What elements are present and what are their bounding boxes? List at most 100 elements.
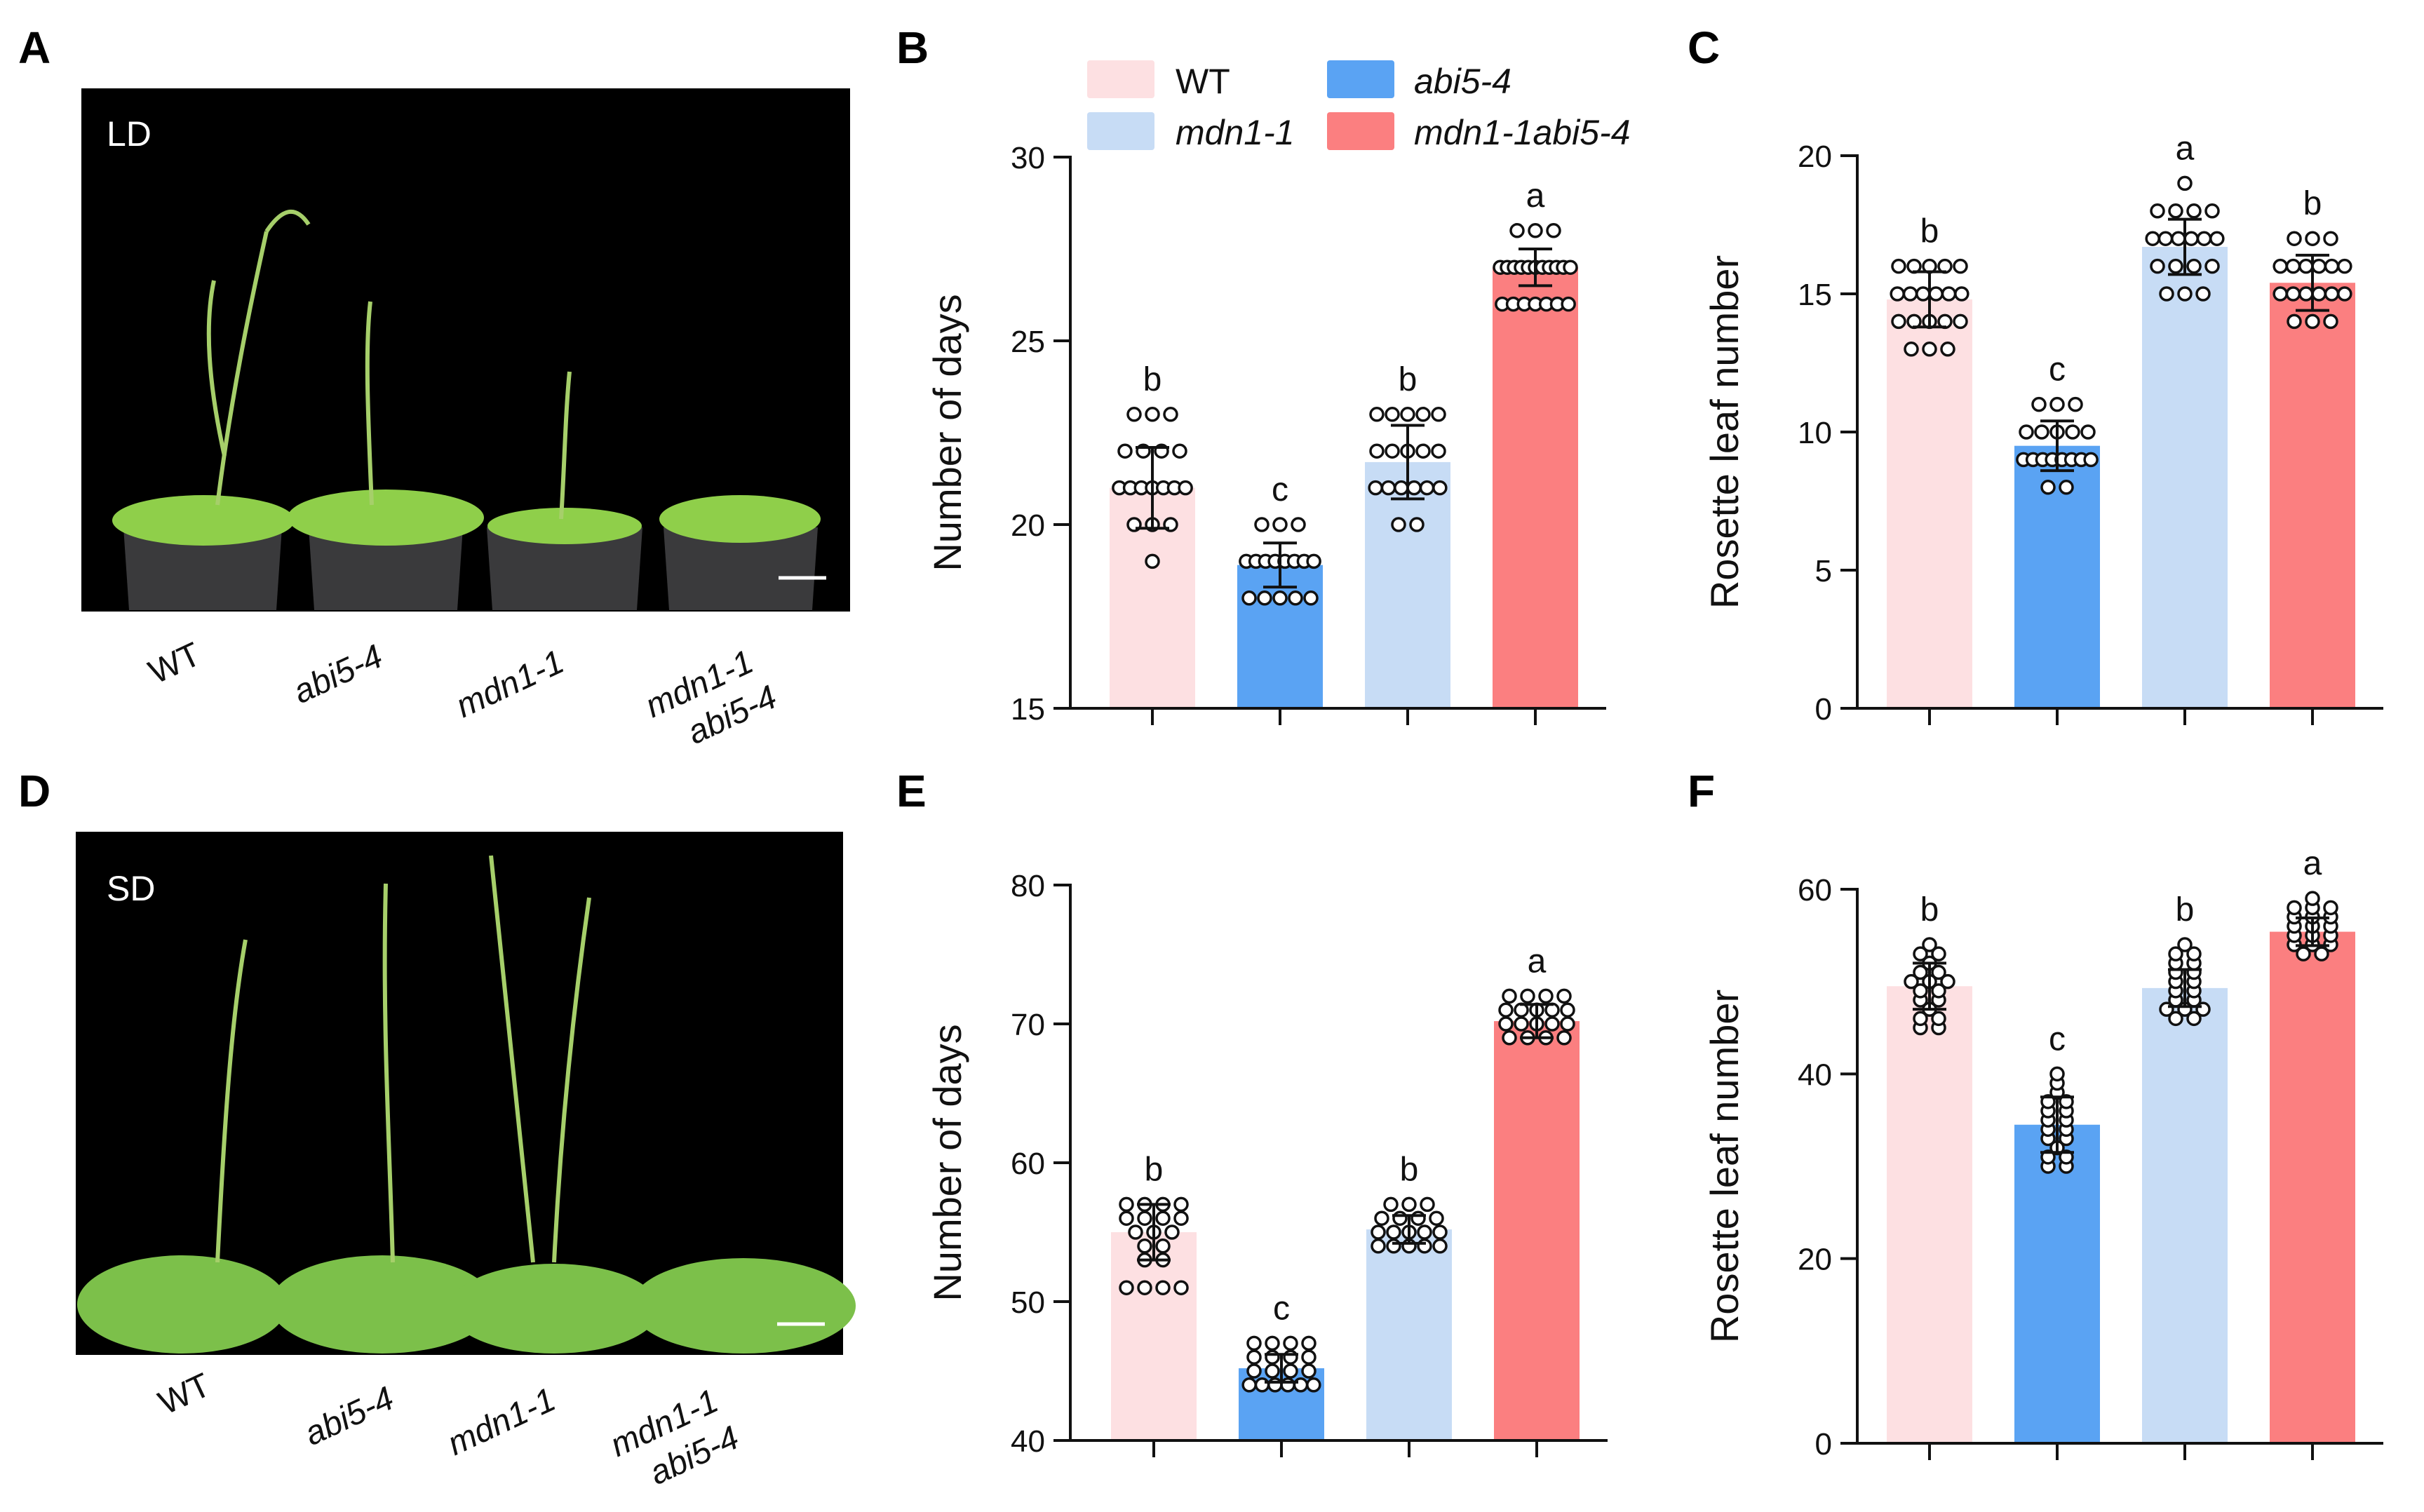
genotype-label-abi5-4: abi5-4 [288,638,388,711]
y-tick-label: 40 [1011,1424,1045,1459]
data-point [1272,517,1288,532]
data-point [1386,1238,1401,1254]
data-point [1117,443,1133,459]
data-point [1953,313,1968,330]
data-point [1431,443,1446,459]
data-point [1128,1224,1143,1240]
data-point [1145,407,1160,422]
data-point [1410,1210,1426,1226]
data-point [2324,286,2340,302]
data-point [1913,983,1928,999]
stem [382,883,395,1263]
data-point [2150,258,2165,274]
data-point [1520,988,1535,1004]
data-point [1137,1238,1152,1254]
y-tick-label: 10 [1798,416,1832,450]
significance-letter: b [1920,213,1939,250]
data-point [1380,480,1396,496]
data-point [1137,1210,1152,1226]
data-point [2150,203,2165,219]
data-point [1417,1224,1432,1240]
bar-abi5-4 [2014,445,2100,708]
bar-mdn1-1 [2142,987,2228,1443]
data-point [1119,1210,1134,1226]
data-point [1432,1238,1448,1254]
data-point [2311,286,2327,302]
data-point [2159,286,2174,302]
data-point [1119,1196,1134,1213]
data-point [1538,988,1554,1004]
data-point [1241,1377,1257,1393]
data-point [1385,407,1400,422]
bar-WT [1111,1232,1197,1440]
bar-abi5-4 [2014,1124,2100,1443]
rosette [659,495,821,543]
data-point [2034,424,2049,440]
data-point [2305,313,2320,330]
significance-letter: a [1526,177,1545,215]
data-point [1369,443,1385,459]
bar-mdn1-1abi5-4 [1494,1021,1580,1440]
significance-letter: c [2049,351,2066,389]
data-point [1257,590,1272,606]
data-point [2145,231,2160,246]
data-point [1954,286,1969,302]
data-point [1155,1210,1171,1226]
data-point [1254,517,1270,532]
data-point [1420,1196,1435,1213]
photo-condition-label: LD [107,114,152,154]
data-point [1415,443,1431,459]
y-tick-label: 80 [1011,869,1045,903]
data-point [1178,480,1193,496]
pot [487,527,642,610]
data-point [2019,424,2034,440]
data-point [1173,1280,1189,1295]
significance-letter: b [1400,1151,1419,1188]
data-point [1265,1335,1280,1351]
data-point [2177,286,2193,302]
data-point [1498,1002,1514,1018]
data-point [1265,1349,1280,1365]
stem [552,897,591,1263]
data-point [1432,1224,1448,1240]
panel-letter-c: C [1688,22,1720,73]
data-point [1406,480,1422,496]
panel-letter-f: F [1688,766,1715,816]
photo-d-genotype-labels: WT abi5-4 mdn1-1 mdn1-1 abi5-4 [153,1366,744,1492]
data-point [1394,480,1409,496]
data-point [2285,286,2301,302]
chart-f: b c b a 0 20 40 60 Rosette leaf number [1702,845,2383,1462]
data-point [1432,480,1448,496]
y-tick-label: 15 [1798,278,1832,312]
data-point [1392,1210,1408,1226]
legend-label-wt: WT [1176,62,1230,101]
data-point [2323,900,2338,916]
data-point [1293,1377,1309,1393]
data-point [2305,231,2320,246]
y-tick-label: 0 [1815,692,1832,727]
data-point [1306,1377,1321,1393]
data-point [1931,983,1946,999]
rosette [112,495,295,546]
data-point [1509,223,1525,238]
bar-mdn1-1abi5-4 [2270,283,2355,708]
data-point [2168,946,2183,961]
data-point [1514,1016,1529,1032]
data-point [1561,296,1576,312]
data-point [1890,286,1905,302]
rosettes [77,1255,856,1354]
data-point [2314,946,2329,961]
data-point [1922,342,1937,357]
significance-letter: b [1145,1151,1164,1188]
data-point [1301,1363,1317,1379]
data-point [2168,203,2183,219]
data-point [1913,964,1928,980]
significance-letter: a [1528,943,1547,980]
data-point [2065,424,2080,440]
data-point [2049,1066,2065,1082]
data-point [2186,946,2202,961]
y-tick-label: 20 [1011,508,1045,543]
data-point [2171,231,2186,246]
y-tick-label: 60 [1011,1147,1045,1181]
data-point [1306,553,1321,569]
